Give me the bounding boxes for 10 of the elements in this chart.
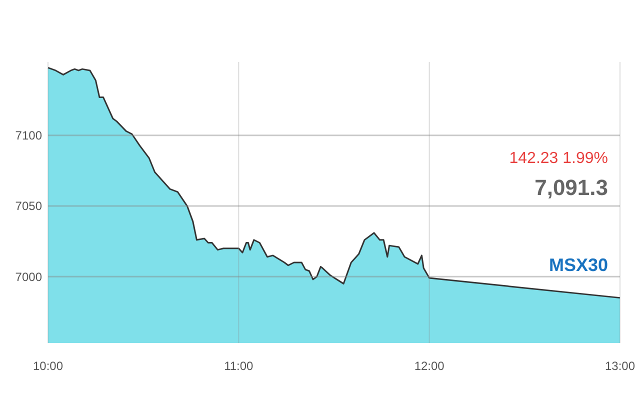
y-tick-label: 7050 (15, 199, 42, 214)
x-tick-label: 13:00 (604, 359, 636, 373)
annotation: MSX30 (548, 255, 608, 275)
y-tick-label: 7100 (15, 128, 42, 143)
annotation: 142.23 1.99% (509, 150, 608, 167)
x-tick-label: 12:00 (414, 359, 445, 373)
x-tick-label: 11:00 (224, 359, 254, 373)
x-tick-label: 10:00 (32, 359, 64, 373)
annotation: 7,091.3 (534, 175, 608, 200)
y-tick-label: 7000 (15, 270, 42, 284)
